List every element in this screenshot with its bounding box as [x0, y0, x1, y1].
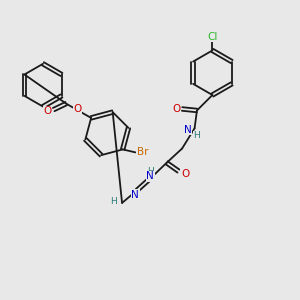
Text: N: N: [131, 190, 139, 200]
Text: H: H: [110, 196, 116, 206]
Text: Cl: Cl: [207, 32, 218, 42]
Text: O: O: [181, 169, 189, 179]
Text: H: H: [147, 167, 154, 176]
Text: N: N: [146, 172, 154, 182]
Text: H: H: [194, 131, 200, 140]
Text: O: O: [172, 104, 180, 114]
Text: N: N: [184, 125, 191, 135]
Text: O: O: [73, 104, 82, 114]
Text: Br: Br: [136, 147, 148, 158]
Text: O: O: [43, 106, 51, 116]
